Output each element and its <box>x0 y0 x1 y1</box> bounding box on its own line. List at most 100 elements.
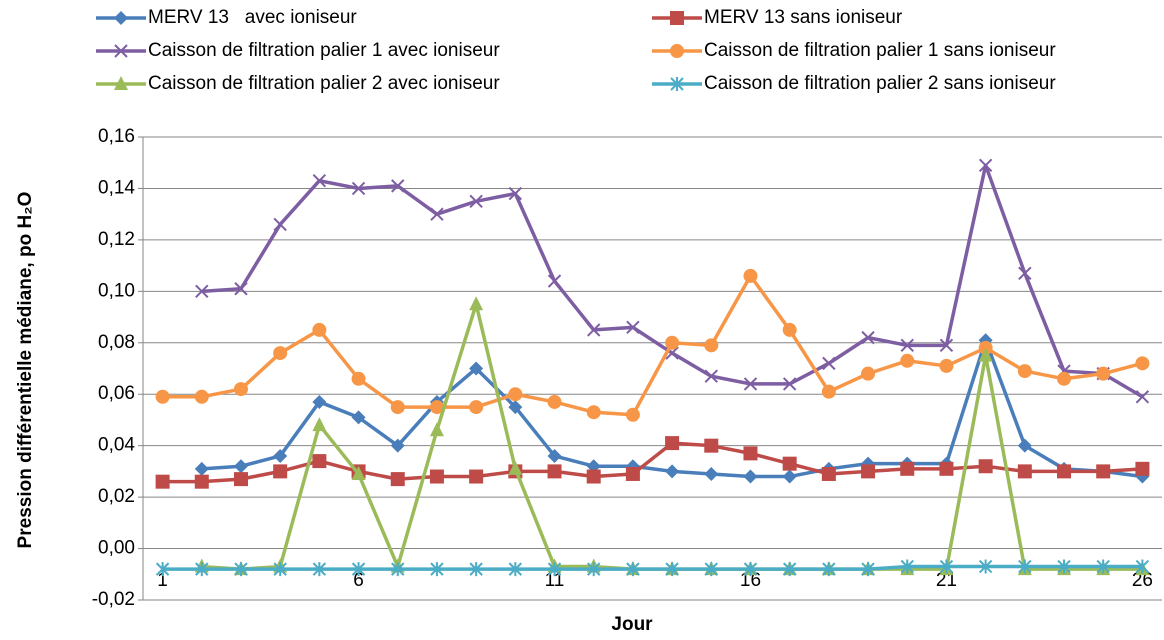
marker <box>861 366 876 381</box>
marker <box>704 438 719 453</box>
marker <box>351 181 366 196</box>
marker <box>351 562 366 577</box>
legend-marker <box>670 77 684 91</box>
x-tick-label: 26 <box>1132 570 1153 591</box>
y-tick-label: 0,10 <box>98 280 135 301</box>
marker <box>704 466 719 481</box>
marker <box>586 469 601 484</box>
marker <box>587 562 601 577</box>
marker <box>155 562 170 577</box>
legend-label: Caisson de filtration palier 1 avec ioni… <box>148 40 500 61</box>
marker <box>273 562 287 577</box>
marker <box>625 407 640 422</box>
marker <box>234 282 248 296</box>
marker <box>665 562 679 577</box>
y-tick-label: 0,14 <box>98 177 135 198</box>
legend-marker <box>114 44 128 58</box>
marker <box>782 456 797 471</box>
marker <box>508 460 523 475</box>
marker <box>625 466 640 481</box>
marker <box>743 377 758 391</box>
marker <box>822 356 836 371</box>
marker <box>195 284 209 299</box>
marker <box>508 400 523 415</box>
series-line <box>201 163 1144 399</box>
legend-label: MERV 13 sans ioniseur <box>704 7 903 28</box>
marker <box>391 179 405 193</box>
marker <box>273 346 288 361</box>
legend-label: Caisson de filtration palier 2 avec ioni… <box>148 73 500 94</box>
marker <box>900 353 915 368</box>
marker <box>390 438 405 453</box>
marker <box>469 400 484 415</box>
marker <box>1018 266 1032 281</box>
legend-label: MERV 13 avec ioniseur <box>148 7 357 28</box>
marker <box>155 474 170 489</box>
marker <box>469 194 483 209</box>
marker <box>900 338 914 353</box>
marker <box>978 459 993 474</box>
marker <box>155 389 170 404</box>
marker <box>1017 438 1032 453</box>
x-tick-label: 21 <box>936 570 957 591</box>
marker <box>1057 464 1072 479</box>
marker <box>704 369 718 383</box>
marker <box>194 461 209 476</box>
marker <box>939 559 954 574</box>
marker <box>939 461 954 476</box>
marker <box>900 461 915 476</box>
marker <box>312 417 327 432</box>
marker <box>312 394 327 409</box>
legend-marker <box>670 11 684 25</box>
marker <box>587 323 601 337</box>
series-line <box>162 274 1143 417</box>
marker <box>1135 461 1150 476</box>
y-tick-label: 0,04 <box>98 435 135 456</box>
marker <box>900 559 914 574</box>
marker <box>743 469 758 484</box>
y-axis-label: Pression différentielle médiane, po H₂O <box>15 192 36 549</box>
marker <box>978 158 993 173</box>
marker <box>782 377 797 391</box>
marker <box>743 562 758 577</box>
marker <box>508 186 523 201</box>
marker <box>430 562 444 577</box>
series-line <box>162 564 1143 571</box>
marker <box>1135 390 1150 404</box>
marker <box>312 454 327 469</box>
marker <box>939 358 954 373</box>
y-tick-label: 0,02 <box>98 486 135 507</box>
marker <box>861 464 876 479</box>
marker <box>312 322 327 337</box>
marker <box>782 322 797 337</box>
marker <box>743 446 758 461</box>
marker <box>351 371 366 386</box>
marker <box>233 459 248 474</box>
marker <box>626 320 640 335</box>
marker <box>390 400 405 415</box>
marker <box>665 335 680 350</box>
marker <box>469 469 484 484</box>
marker <box>273 464 288 479</box>
marker <box>1135 559 1150 574</box>
marker <box>547 394 562 409</box>
marker <box>273 448 288 463</box>
legend-marker <box>114 76 128 90</box>
y-tick-label: 0,08 <box>98 332 135 353</box>
marker <box>1096 559 1110 574</box>
marker <box>704 562 718 577</box>
marker <box>939 338 954 353</box>
marker <box>1096 464 1111 479</box>
marker <box>469 361 484 376</box>
y-tick-label: -0,02 <box>92 589 135 610</box>
marker <box>861 562 875 577</box>
marker <box>547 464 562 479</box>
marker <box>782 469 797 484</box>
marker <box>430 207 444 221</box>
marker <box>233 382 248 397</box>
y-tick-label: 0,12 <box>98 229 135 250</box>
marker <box>586 405 601 420</box>
marker <box>194 389 209 404</box>
marker <box>978 559 993 574</box>
